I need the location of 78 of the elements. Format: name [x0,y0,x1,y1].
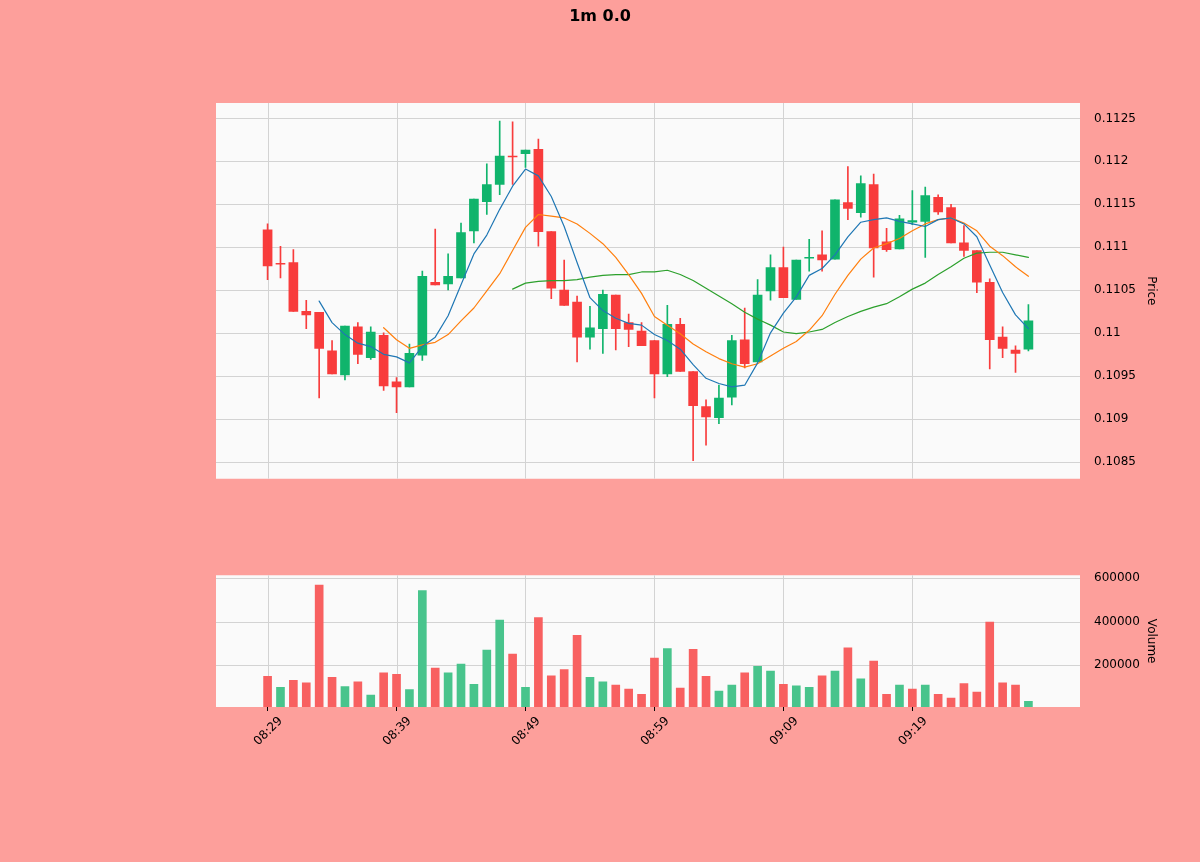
y-tick-label: 0.11 [1094,324,1121,339]
bar [791,685,801,707]
bar [534,617,543,707]
bar [611,684,621,707]
bar [946,697,956,707]
bar [933,694,943,707]
bar [869,660,878,707]
bar [830,670,840,707]
bar [895,684,904,707]
bar [392,673,401,707]
y-tick-label: 0.1095 [1094,367,1136,382]
bar [353,681,363,707]
candlestick [830,199,840,260]
bar [688,648,698,707]
bar [959,683,969,707]
y-tick-label: 0.1085 [1094,453,1136,468]
y-axis-title: Volume [1144,618,1159,664]
bar [972,691,982,707]
bar [418,590,427,707]
bar [379,672,388,707]
bar [753,666,762,707]
bar [675,687,685,707]
bar [405,689,414,707]
candlestick [804,239,815,272]
bar [637,694,646,707]
bar [366,694,376,707]
bar [495,619,505,707]
bar [1011,684,1020,707]
candlestick [791,259,802,300]
bar [920,684,930,707]
y-axis-title: Price [1144,276,1159,306]
bar [701,676,711,707]
y-tick-label: 0.1125 [1094,110,1136,125]
bar [766,670,775,707]
bar [521,686,530,707]
bar [301,682,311,707]
bar [779,683,788,707]
bar [456,663,466,707]
bar [482,649,492,707]
chart-title: 1m 0.0 [568,6,632,25]
y-tick-label: 0.109 [1094,410,1129,425]
y-tick-label: 0.1105 [1094,282,1136,297]
y-tick-label: 400000 [1094,613,1140,628]
bar [856,678,866,707]
bar [443,672,453,707]
bar [314,584,324,707]
bar [327,676,337,707]
bar [508,653,517,707]
y-tick-label: 0.112 [1094,153,1129,168]
bar [740,672,750,707]
y-tick-label: 0.1115 [1094,196,1136,211]
bar [817,675,827,707]
bar [727,684,737,707]
bar [469,683,479,707]
bar [1024,701,1033,707]
y-tick-label: 600000 [1094,570,1140,585]
bar [559,669,569,707]
bar [263,676,272,707]
bar [430,667,440,707]
bar [985,621,995,707]
bar [908,688,917,707]
bar [843,647,853,707]
y-tick-label: 0.111 [1094,239,1129,254]
bar [546,675,556,707]
bar [598,681,608,707]
bar [276,686,285,707]
bar [663,648,672,707]
bar [572,635,582,707]
bar [585,676,595,707]
bar [289,679,298,707]
bar [340,686,350,707]
bar [624,688,633,707]
bar [714,690,724,707]
bar [804,686,814,707]
bar [650,657,659,707]
bar [882,694,891,707]
bar [998,682,1007,707]
y-tick-label: 200000 [1094,657,1140,672]
